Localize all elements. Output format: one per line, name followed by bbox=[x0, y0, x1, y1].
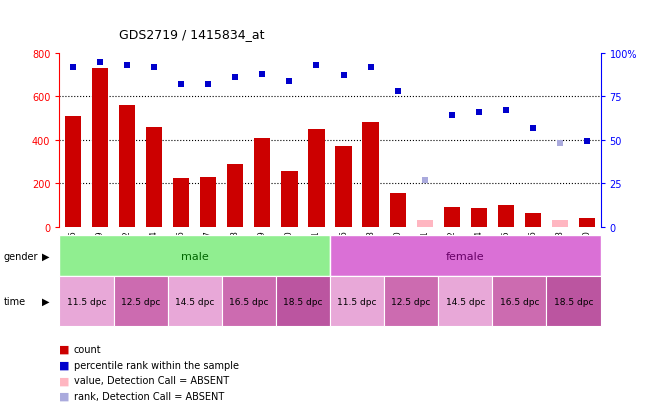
Bar bbox=[492, 277, 546, 326]
Bar bbox=[146, 127, 162, 227]
Bar bbox=[438, 277, 492, 326]
Point bbox=[230, 75, 241, 81]
Point bbox=[312, 62, 322, 69]
Bar bbox=[335, 147, 352, 227]
Bar bbox=[525, 213, 541, 227]
Bar bbox=[416, 221, 433, 227]
Text: 12.5 dpc: 12.5 dpc bbox=[121, 297, 160, 306]
Point bbox=[339, 73, 349, 80]
Point bbox=[149, 64, 160, 71]
Point bbox=[95, 59, 106, 66]
Point bbox=[554, 140, 565, 147]
Text: 16.5 dpc: 16.5 dpc bbox=[229, 297, 269, 306]
Bar bbox=[552, 221, 568, 227]
Text: time: time bbox=[3, 297, 26, 306]
Bar bbox=[444, 208, 460, 227]
Bar bbox=[254, 138, 271, 227]
Point bbox=[582, 139, 593, 145]
Text: 14.5 dpc: 14.5 dpc bbox=[175, 297, 214, 306]
Point bbox=[447, 113, 457, 119]
Text: female: female bbox=[446, 251, 484, 261]
Text: ▶: ▶ bbox=[42, 297, 49, 306]
Point bbox=[176, 82, 187, 88]
Bar bbox=[173, 178, 189, 227]
Text: 11.5 dpc: 11.5 dpc bbox=[337, 297, 377, 306]
Text: ■: ■ bbox=[59, 344, 70, 354]
Bar bbox=[65, 116, 81, 227]
Text: 16.5 dpc: 16.5 dpc bbox=[500, 297, 539, 306]
Bar bbox=[92, 69, 108, 227]
Bar bbox=[389, 194, 406, 227]
Text: percentile rank within the sample: percentile rank within the sample bbox=[74, 360, 239, 370]
Bar bbox=[384, 277, 438, 326]
Bar bbox=[362, 123, 379, 227]
Text: ■: ■ bbox=[59, 375, 70, 385]
Text: GDS2719 / 1415834_at: GDS2719 / 1415834_at bbox=[119, 28, 264, 41]
Text: gender: gender bbox=[3, 251, 38, 261]
Bar bbox=[227, 164, 244, 227]
Point bbox=[501, 108, 512, 114]
Bar bbox=[119, 106, 135, 227]
Bar bbox=[308, 130, 325, 227]
Bar bbox=[222, 277, 276, 326]
Point bbox=[203, 82, 214, 88]
Point bbox=[366, 64, 376, 71]
Bar bbox=[330, 235, 601, 277]
Text: value, Detection Call = ABSENT: value, Detection Call = ABSENT bbox=[74, 375, 229, 385]
Point bbox=[284, 78, 295, 85]
Point bbox=[474, 109, 484, 116]
Text: ▶: ▶ bbox=[42, 251, 49, 261]
Text: 12.5 dpc: 12.5 dpc bbox=[391, 297, 431, 306]
Text: ■: ■ bbox=[59, 360, 70, 370]
Bar bbox=[498, 206, 514, 227]
Bar bbox=[276, 277, 330, 326]
Point bbox=[392, 88, 403, 95]
Bar bbox=[200, 177, 216, 227]
Bar bbox=[281, 172, 298, 227]
Text: 18.5 dpc: 18.5 dpc bbox=[283, 297, 323, 306]
Text: 18.5 dpc: 18.5 dpc bbox=[554, 297, 593, 306]
Text: 11.5 dpc: 11.5 dpc bbox=[67, 297, 106, 306]
Bar bbox=[330, 277, 384, 326]
Point bbox=[528, 125, 539, 132]
Text: rank, Detection Call = ABSENT: rank, Detection Call = ABSENT bbox=[74, 391, 224, 401]
Text: 14.5 dpc: 14.5 dpc bbox=[446, 297, 485, 306]
Point bbox=[68, 64, 79, 71]
Point bbox=[257, 71, 268, 78]
Bar bbox=[59, 235, 330, 277]
Bar bbox=[471, 209, 487, 227]
Text: ■: ■ bbox=[59, 391, 70, 401]
Bar bbox=[168, 277, 222, 326]
Text: count: count bbox=[74, 344, 102, 354]
Bar bbox=[546, 277, 601, 326]
Text: male: male bbox=[181, 251, 209, 261]
Bar bbox=[59, 277, 114, 326]
Bar bbox=[114, 277, 168, 326]
Bar bbox=[579, 218, 595, 227]
Point bbox=[121, 62, 132, 69]
Point bbox=[420, 177, 430, 184]
